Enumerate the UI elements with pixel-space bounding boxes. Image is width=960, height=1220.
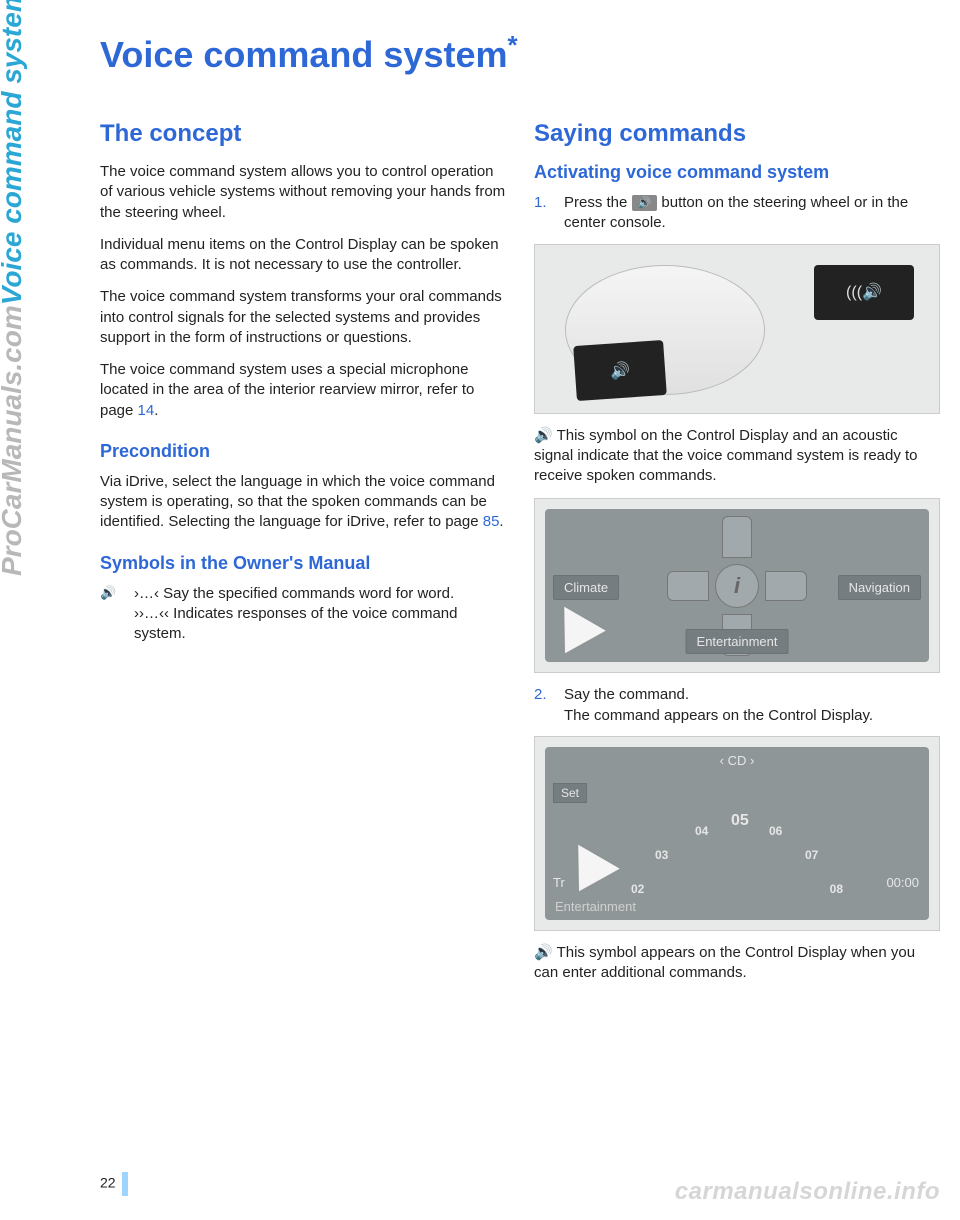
- dial-num: 02: [631, 882, 644, 896]
- text: Via iDrive, select the language in which…: [100, 473, 495, 531]
- heading-the-concept: The concept: [100, 120, 506, 148]
- figure-idrive-menu: i Climate Navigation Entertainment: [534, 498, 940, 673]
- symbol-row: 🔊 ›…‹ Say the specified commands word fo…: [100, 584, 506, 645]
- page-title-asterisk: *: [508, 30, 518, 60]
- dial-num: 05: [731, 812, 749, 830]
- sidebar-section: Voice command system: [0, 0, 27, 305]
- screen-bg: ‹ CD › Set 02 03 04 05 06 07 08 Tr 00:00…: [545, 747, 929, 920]
- heading-activating: Activating voice command system: [534, 162, 940, 183]
- menu-entertainment: Entertainment: [686, 629, 789, 654]
- pointer-arrow-icon: [558, 844, 620, 903]
- page-title-text: Voice command system: [100, 34, 508, 75]
- dial-num: 07: [805, 848, 818, 862]
- console-voice-button: (((🔊: [814, 265, 914, 320]
- wheel-voice-button: 🔊: [573, 339, 667, 400]
- dial-num: 06: [769, 824, 782, 838]
- menu-climate: Climate: [553, 575, 619, 600]
- track-dial: 02 03 04 05 06 07 08: [627, 792, 847, 902]
- text: Say the specified commands word for word…: [163, 585, 454, 602]
- cd-label: ‹ CD ›: [720, 753, 755, 768]
- screen-bg: i Climate Navigation Entertainment: [545, 509, 929, 662]
- set-button: Set: [553, 783, 587, 803]
- voice-button-icon: 🔊: [632, 195, 658, 212]
- text: .: [499, 513, 503, 530]
- dial-num: 08: [830, 882, 843, 896]
- pointer-arrow-icon: [544, 607, 606, 666]
- paragraph: Via iDrive, select the language in which…: [100, 472, 506, 533]
- command-bracket-icon: ›…‹: [134, 585, 159, 602]
- page-ref-link[interactable]: 14: [138, 402, 155, 419]
- left-column: The concept The voice command system all…: [100, 120, 506, 995]
- info-icon: i: [715, 564, 759, 608]
- text: Say the command.: [564, 686, 689, 703]
- text: Indicates responses of the voice command…: [134, 605, 457, 642]
- step-text: Press the 🔊 button on the steering wheel…: [564, 193, 940, 234]
- text: The command appears on the Control Displ…: [564, 707, 873, 724]
- text: .: [154, 402, 158, 419]
- heading-symbols: Symbols in the Owner's Manual: [100, 553, 506, 574]
- dial-num: 04: [695, 824, 708, 838]
- time-label: 00:00: [886, 875, 919, 890]
- paragraph: The voice command system uses a special …: [100, 360, 506, 421]
- page-number-text: 22: [100, 1175, 116, 1191]
- sidebar-site: ProCarManuals.com: [0, 305, 27, 576]
- figure-steering-wheel: (((🔊 🔊: [534, 244, 940, 414]
- response-bracket-icon: ››…‹‹: [134, 605, 169, 622]
- step-1: 1. Press the 🔊 button on the steering wh…: [534, 193, 940, 234]
- heading-saying-commands: Saying commands: [534, 120, 940, 148]
- menu-navigation: Navigation: [838, 575, 921, 600]
- paragraph: Individual menu items on the Control Dis…: [100, 235, 506, 276]
- paragraph: The voice command system allows you to c…: [100, 162, 506, 223]
- symbol-description: ›…‹ Say the specified commands word for …: [134, 584, 506, 645]
- voice-icon: 🔊: [100, 584, 122, 645]
- text: Press the: [564, 194, 632, 211]
- page-number: 22: [100, 1172, 128, 1196]
- dial-num: 03: [655, 848, 668, 862]
- sidebar-vertical-label: ProCarManuals.comVoice command system: [0, 0, 28, 576]
- page-title: Voice command system*: [100, 30, 518, 76]
- heading-precondition: Precondition: [100, 441, 506, 462]
- step-number: 1.: [534, 193, 552, 234]
- paragraph: The voice command system transforms your…: [100, 287, 506, 348]
- page-ref-link[interactable]: 85: [483, 513, 500, 530]
- step-text: Say the command. The command appears on …: [564, 685, 873, 726]
- page-number-bar: [122, 1172, 128, 1196]
- right-column: Saying commands Activating voice command…: [534, 120, 940, 995]
- step-2: 2. Say the command. The command appears …: [534, 685, 940, 726]
- watermark: carmanualsonline.info: [675, 1178, 940, 1206]
- paragraph: 🔊 This symbol on the Control Display and…: [534, 426, 940, 487]
- paragraph: 🔊 This symbol appears on the Control Dis…: [534, 943, 940, 984]
- figure-cd-display: ‹ CD › Set 02 03 04 05 06 07 08 Tr 00:00…: [534, 736, 940, 931]
- step-number: 2.: [534, 685, 552, 726]
